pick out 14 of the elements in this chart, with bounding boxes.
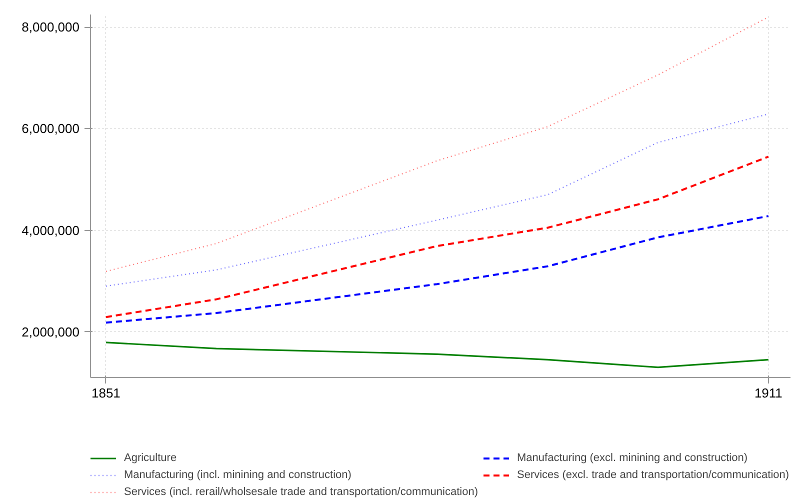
line-series (104, 156, 770, 318)
legend-label: Manufacturing (incl. minining and construction) (124, 469, 352, 481)
legend-label: Agriculture (124, 452, 177, 464)
x-tick-label: 1911 (754, 386, 782, 400)
y-tick-label: 6,000,000 (22, 121, 80, 136)
legend-label: Services (incl. rerail/wholsesale trade and transportation/communication) (124, 486, 478, 498)
line-series (105, 342, 770, 368)
y-tick-label: 4,000,000 (22, 222, 80, 238)
y-tick-label: 2,000,000 (22, 324, 80, 340)
y-tick-label: 8,000,000 (22, 20, 80, 35)
legend-label: Services (excl. trade and transportation/communication) (517, 469, 790, 481)
x-tick-label: 1851 (91, 386, 120, 400)
line-series (104, 215, 770, 324)
legend-label: Manufacturing (excl. minining and construction) (517, 452, 748, 464)
